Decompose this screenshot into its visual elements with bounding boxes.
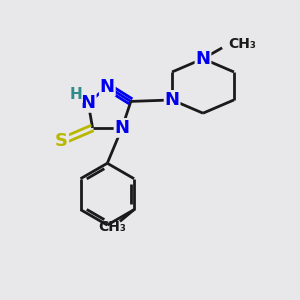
Text: N: N: [100, 78, 115, 96]
Text: N: N: [196, 50, 211, 68]
Text: N: N: [81, 94, 96, 112]
Text: N: N: [115, 119, 130, 137]
Text: CH₃: CH₃: [228, 37, 256, 51]
Text: N: N: [165, 91, 180, 109]
Text: H: H: [69, 87, 82, 102]
Text: S: S: [55, 132, 68, 150]
Text: CH₃: CH₃: [98, 220, 126, 234]
